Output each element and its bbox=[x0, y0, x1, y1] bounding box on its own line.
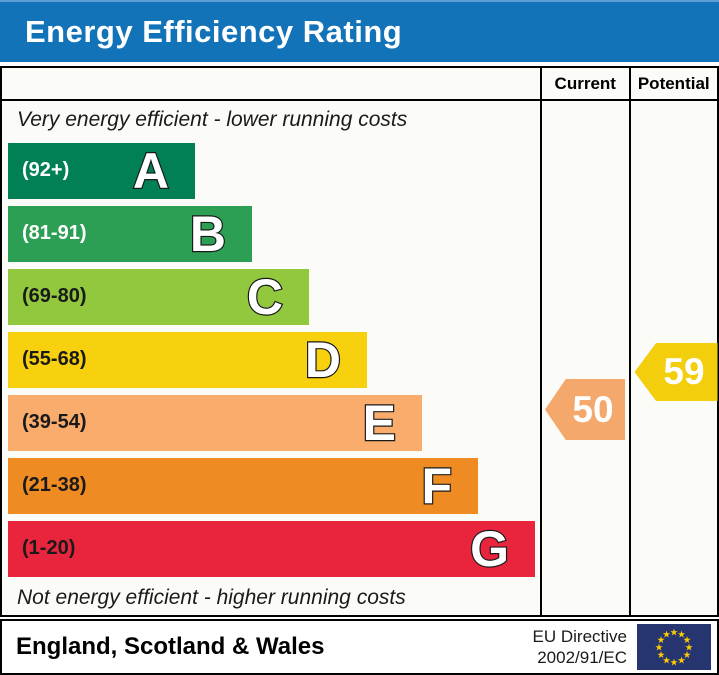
eu-directive-label: EU Directive 2002/91/EC bbox=[532, 626, 627, 667]
eu-flag-star: ★ bbox=[677, 655, 686, 666]
page-title: Energy Efficiency Rating bbox=[25, 14, 403, 49]
eu-flag-star: ★ bbox=[657, 635, 666, 646]
top-note: Very energy efficient - lower running co… bbox=[17, 108, 408, 131]
eu-flag-star: ★ bbox=[655, 642, 664, 653]
band-bar-d: (55-68) D bbox=[8, 330, 367, 389]
eu-flag-star: ★ bbox=[685, 642, 694, 653]
band-range-label: (21-38) bbox=[22, 474, 87, 496]
bottom-note: Not energy efficient - higher running co… bbox=[17, 585, 406, 609]
band-letter: A bbox=[132, 141, 171, 199]
potential-column: Potential 59 bbox=[628, 68, 718, 615]
band-row-g: (1-20) G bbox=[8, 517, 540, 580]
band-row-b: (81-91) B bbox=[8, 202, 540, 265]
current-header: Current bbox=[542, 68, 629, 101]
potential-column-body: 59 bbox=[631, 101, 718, 615]
band-range-label: (55-68) bbox=[22, 348, 87, 370]
eu-flag-star: ★ bbox=[662, 629, 671, 640]
eu-flag-icon: ★★★★★★★★★★★★ bbox=[637, 624, 711, 670]
band-row-f: (21-38) F bbox=[8, 454, 540, 517]
band-letter: E bbox=[361, 393, 397, 451]
current-column: Current 50 bbox=[540, 68, 629, 615]
rating-table: Very energy efficient - lower running co… bbox=[0, 66, 719, 617]
band-letter: F bbox=[420, 456, 453, 514]
band-range-label: (1-20) bbox=[22, 537, 76, 559]
band-range-label: (69-80) bbox=[22, 285, 87, 307]
band-row-e: (39-54) E bbox=[8, 391, 540, 454]
potential-header: Potential bbox=[630, 68, 717, 101]
current-rating-arrow: 50 bbox=[545, 379, 625, 440]
potential-rating-value: 59 bbox=[663, 351, 705, 392]
current-column-body: 50 bbox=[542, 101, 629, 615]
eu-flag-star: ★ bbox=[683, 650, 692, 661]
top-note-row: Very energy efficient - lower running co… bbox=[8, 101, 540, 139]
footer-bar: England, Scotland & Wales EU Directive 2… bbox=[0, 619, 719, 675]
band-letter: B bbox=[189, 204, 228, 262]
potential-rating-arrow: 59 bbox=[634, 343, 718, 401]
band-bar-a: (92+) A bbox=[8, 141, 195, 200]
eu-flag-star: ★ bbox=[662, 655, 671, 666]
band-row-d: (55-68) D bbox=[8, 328, 540, 391]
region-label: England, Scotland & Wales bbox=[16, 633, 325, 660]
title-bar: Energy Efficiency Rating bbox=[0, 0, 719, 62]
eu-flag-star: ★ bbox=[670, 657, 679, 668]
band-letter: C bbox=[246, 267, 285, 325]
chart-header-cell bbox=[2, 68, 540, 101]
band-letter: D bbox=[304, 330, 343, 388]
chart-body: Very energy efficient - lower running co… bbox=[2, 101, 540, 615]
band-bar-b: (81-91) B bbox=[8, 204, 252, 263]
eu-flag-star: ★ bbox=[657, 650, 666, 661]
eu-flag-field bbox=[637, 624, 711, 670]
chart-column: Very energy efficient - lower running co… bbox=[2, 68, 540, 615]
band-range-label: (39-54) bbox=[22, 411, 87, 433]
eu-flag-star: ★ bbox=[677, 629, 686, 640]
band-bar-g: (1-20) G bbox=[8, 519, 535, 578]
band-bar-f: (21-38) F bbox=[8, 456, 478, 515]
band-row-c: (69-80) C bbox=[8, 265, 540, 328]
current-rating-value: 50 bbox=[572, 388, 614, 430]
eu-flag-star: ★ bbox=[683, 635, 692, 646]
band-bar-e: (39-54) E bbox=[8, 393, 422, 452]
band-row-a: (92+) A bbox=[8, 139, 540, 202]
band-range-label: (81-91) bbox=[22, 222, 87, 244]
eu-flag-star: ★ bbox=[670, 627, 679, 638]
rating-bands: (92+) A (81-91) B (69-80) C (55-68) D (39-54) E (2… bbox=[8, 139, 540, 580]
band-range-label: (92+) bbox=[22, 159, 70, 181]
band-bar-c: (69-80) C bbox=[8, 267, 309, 326]
bottom-note-row: Not energy efficient - higher running co… bbox=[8, 580, 540, 615]
band-letter: G bbox=[469, 519, 510, 577]
